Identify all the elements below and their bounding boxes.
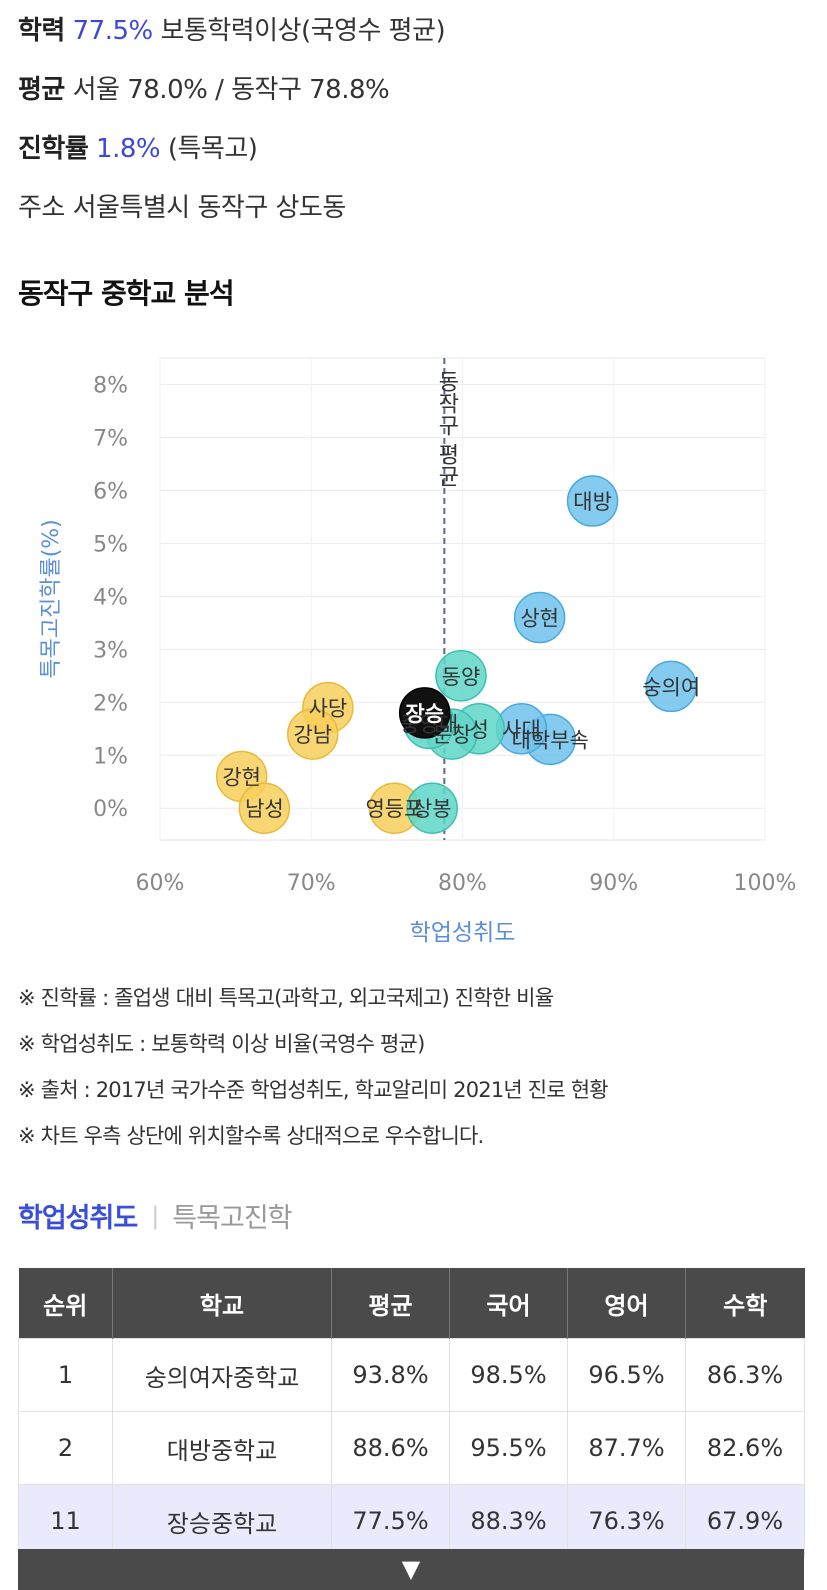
school-point bbox=[287, 708, 339, 760]
cell-math: 67.9% bbox=[685, 1484, 805, 1558]
header-average: 평균 bbox=[331, 1268, 450, 1339]
average-value: 서울 78.0% / 동작구 78.8% bbox=[72, 75, 390, 105]
table-header-row: 순위 학교 평균 국어 영어 수학 bbox=[18, 1268, 805, 1339]
x-tick-label: 100% bbox=[734, 871, 797, 896]
school-point-label: 문창 bbox=[433, 723, 472, 747]
y-tick-label: 5% bbox=[93, 532, 128, 557]
advance-desc: (특목고) bbox=[167, 134, 258, 164]
achievement-desc: 보통학력이상(국영수 평균) bbox=[160, 16, 446, 46]
section-title: 동작구 중학교 분석 bbox=[18, 277, 235, 310]
y-tick-label: 0% bbox=[93, 797, 128, 822]
cell-school: 장승중학교 bbox=[112, 1484, 332, 1558]
cell-rank: 11 bbox=[18, 1484, 113, 1558]
chart-notes: ※ 진학률 : 졸업생 대비 특목고(과학고, 외고국제고) 진학한 비율 ※ … bbox=[18, 980, 609, 1164]
cell-english: 96.5% bbox=[567, 1338, 686, 1412]
address-label: 주소 bbox=[18, 193, 65, 223]
school-point-label: 영등포 bbox=[365, 797, 423, 821]
school-point-label: 중앙대 bbox=[400, 712, 458, 736]
school-point bbox=[238, 782, 291, 834]
cell-korean: 88.3% bbox=[449, 1484, 568, 1558]
school-point bbox=[645, 660, 697, 713]
school-point-label: 동양 bbox=[442, 665, 481, 689]
cell-school: 대방중학교 bbox=[112, 1411, 332, 1485]
x-tick-label: 60% bbox=[136, 871, 185, 896]
table-row: 1 숭의여자중학교 93.8% 98.5% 96.5% 86.3% bbox=[18, 1338, 805, 1412]
school-point bbox=[566, 475, 619, 527]
advance-line: 진학률 1.8% (특목고) bbox=[18, 132, 258, 166]
advance-value: 1.8% bbox=[96, 134, 161, 164]
chevron-down-icon: ▼ bbox=[401, 1555, 421, 1583]
y-tick-label: 1% bbox=[93, 744, 128, 769]
cell-english: 76.3% bbox=[567, 1484, 686, 1558]
x-tick-label: 80% bbox=[438, 871, 487, 896]
cell-school: 숭의여자중학교 bbox=[112, 1338, 332, 1412]
school-point-label: 상현 bbox=[520, 607, 559, 631]
school-point-label: 대방 bbox=[573, 490, 612, 514]
header-korean: 국어 bbox=[449, 1268, 568, 1339]
school-point-label: 대학부속 bbox=[512, 728, 589, 752]
school-point-label: 숭의여 bbox=[642, 675, 700, 699]
x-tick-label: 90% bbox=[589, 871, 638, 896]
note-advance-rate: ※ 진학률 : 졸업생 대비 특목고(과학고, 외고국제고) 진학한 비율 bbox=[18, 986, 554, 1010]
y-tick-label: 2% bbox=[93, 691, 128, 716]
table-tabs: 학업성취도 | 특목고진학 bbox=[18, 1196, 293, 1235]
school-point-label: 성 bbox=[469, 718, 488, 742]
x-tick-label: 70% bbox=[287, 871, 336, 896]
district-average-label: 동작구 평균 bbox=[434, 370, 459, 487]
school-point-label: 강남 bbox=[293, 723, 332, 747]
note-chart-hint: ※ 차트 우측 상단에 위치할수록 상대적으로 우수합니다. bbox=[18, 1124, 484, 1148]
note-source: ※ 출처 : 2017년 국가수준 학업성취도, 학교알리미 2021년 진로 … bbox=[18, 1078, 609, 1102]
advance-label: 진학률 bbox=[18, 134, 89, 164]
tab-achievement[interactable]: 학업성취도 bbox=[18, 1203, 138, 1234]
y-tick-label: 7% bbox=[93, 426, 128, 451]
school-point bbox=[406, 782, 458, 834]
school-point-label: 사대 bbox=[502, 718, 541, 742]
table-row-current-school: 11 장승중학교 77.5% 88.3% 76.3% 67.9% bbox=[18, 1484, 805, 1558]
header-english: 영어 bbox=[567, 1268, 686, 1339]
cell-math: 86.3% bbox=[685, 1338, 805, 1412]
cell-korean: 98.5% bbox=[449, 1338, 568, 1412]
average-line: 평균 서울 78.0% / 동작구 78.8% bbox=[18, 73, 390, 107]
school-point bbox=[513, 591, 566, 644]
y-tick-label: 3% bbox=[93, 638, 128, 663]
address-value: 서울특별시 동작구 상도동 bbox=[72, 193, 347, 223]
y-tick-label: 6% bbox=[93, 479, 128, 504]
cell-english: 87.7% bbox=[567, 1411, 686, 1485]
school-point-label: 강현 bbox=[222, 765, 261, 789]
cell-average: 88.6% bbox=[331, 1411, 450, 1485]
note-achievement: ※ 학업성취도 : 보통학력 이상 비율(국영수 평균) bbox=[18, 1032, 425, 1056]
average-label: 평균 bbox=[18, 75, 65, 105]
achievement-value: 77.5% bbox=[72, 16, 154, 46]
school-point-label: 사당 bbox=[309, 697, 348, 721]
y-tick-label: 4% bbox=[93, 585, 128, 610]
school-point bbox=[435, 650, 487, 702]
achievement-line: 학력 77.5% 보통학력이상(국영수 평균) bbox=[18, 14, 446, 48]
y-tick-label: 8% bbox=[93, 373, 128, 398]
cell-average: 93.8% bbox=[331, 1338, 450, 1412]
tab-separator: | bbox=[151, 1201, 159, 1230]
address-line: 주소 서울특별시 동작구 상도동 bbox=[18, 191, 346, 225]
cell-rank: 1 bbox=[18, 1338, 113, 1412]
x-axis-title: 학업성취도 bbox=[410, 920, 516, 946]
cell-average: 77.5% bbox=[331, 1484, 450, 1558]
expand-table-button[interactable]: ▼ bbox=[18, 1549, 804, 1590]
cell-rank: 2 bbox=[18, 1411, 113, 1485]
header-math: 수학 bbox=[685, 1268, 805, 1339]
y-axis-title: 특목고진학률(%) bbox=[39, 519, 64, 679]
header-school: 학교 bbox=[112, 1268, 332, 1339]
cell-korean: 95.5% bbox=[449, 1411, 568, 1485]
cell-math: 82.6% bbox=[685, 1411, 805, 1485]
tab-special-school[interactable]: 특목고진학 bbox=[172, 1203, 292, 1234]
ranking-table: 순위 학교 평균 국어 영어 수학 1 숭의여자중학교 93.8% 98.5% … bbox=[18, 1268, 805, 1558]
table-row: 2 대방중학교 88.6% 95.5% 87.7% 82.6% bbox=[18, 1411, 805, 1485]
header-rank: 순위 bbox=[18, 1268, 113, 1339]
school-point-label: 상봉 bbox=[413, 797, 452, 821]
school-point bbox=[398, 687, 451, 739]
scatter-chart: 0% 1% 2% 3% 4% 5% 6% 7% 8% 60% 70% 80% 90% 100% 동작구 평균… bbox=[39, 357, 797, 946]
school-point-label: 장승 bbox=[405, 702, 444, 726]
school-point-label: 남성 bbox=[245, 797, 284, 821]
achievement-label: 학력 bbox=[18, 16, 65, 46]
